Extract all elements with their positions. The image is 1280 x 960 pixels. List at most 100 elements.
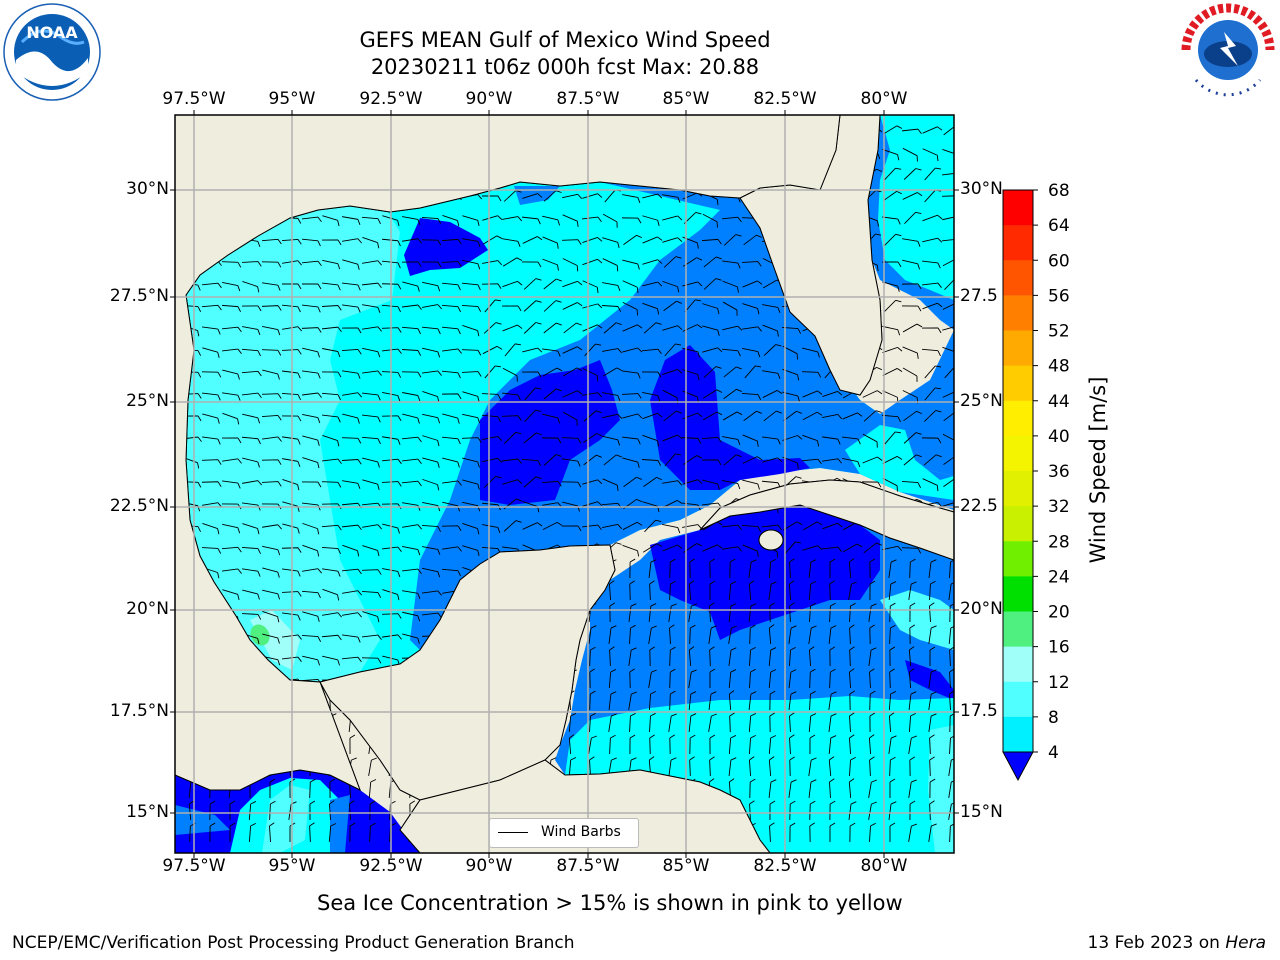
wind-barb <box>281 349 302 355</box>
wind-barb <box>709 734 716 755</box>
wind-barb <box>481 195 502 202</box>
wind-barb <box>882 368 903 376</box>
lon-label-bottom: 80°W <box>860 856 908 876</box>
wind-barb <box>382 568 401 578</box>
wind-barb <box>262 633 280 644</box>
wind-barb <box>542 236 559 249</box>
wind-barb <box>322 259 341 270</box>
land-mask <box>175 115 841 792</box>
wind-barb <box>629 580 635 601</box>
wind-barb <box>929 756 935 777</box>
wind-barb <box>829 580 835 601</box>
wind-barb <box>349 734 356 755</box>
wind-barb <box>582 303 603 309</box>
footer-branch: NCEP/EMC/Verification Post Processing Pr… <box>12 933 575 953</box>
western-gulf-zone <box>186 206 400 682</box>
lon-label-top: 82.5°W <box>753 89 817 109</box>
wind-barb <box>462 391 480 403</box>
wind-barb <box>762 524 782 530</box>
wind-barb <box>663 256 682 268</box>
wind-barb <box>281 392 302 400</box>
wind-barb <box>829 800 836 821</box>
wind-barb <box>689 558 695 579</box>
wind-barb <box>242 589 260 600</box>
colorbar-segment <box>1003 611 1033 648</box>
wind-barb <box>848 778 855 799</box>
wind-barb <box>722 546 742 552</box>
wind-barb <box>769 822 775 843</box>
wind-barb <box>369 822 376 843</box>
wind-barb <box>949 822 954 843</box>
wind-barb <box>688 669 697 688</box>
wind-barb <box>202 347 220 358</box>
wind-barb <box>222 458 242 464</box>
wind-barb <box>262 282 281 291</box>
wind-barb <box>728 757 737 776</box>
wind-barb <box>302 611 320 622</box>
wind-barb <box>922 214 943 222</box>
wind-barb <box>521 216 541 225</box>
wind-barb <box>869 712 876 733</box>
wind-barb <box>748 603 757 623</box>
wind-barb <box>342 392 362 398</box>
wind-barb <box>649 734 655 755</box>
wind-barb <box>543 300 562 312</box>
wind-barb <box>809 602 816 623</box>
wind-barb <box>703 366 722 378</box>
wind-barb <box>848 801 857 820</box>
wind-barb <box>902 323 923 333</box>
wind-barb <box>889 646 896 667</box>
wind-barb <box>709 646 715 667</box>
wind-barb <box>868 734 875 755</box>
wind-barb <box>281 283 302 290</box>
wind-barb <box>309 800 316 821</box>
wind-barb <box>949 712 954 733</box>
wind-barb <box>422 304 443 310</box>
wind-barb <box>261 415 282 421</box>
wind-barb <box>941 238 954 245</box>
wind-barb <box>524 409 542 423</box>
wind-barb <box>901 128 922 135</box>
wind-barb <box>682 412 703 420</box>
wind-barb <box>321 392 341 401</box>
wind-barb <box>242 326 261 336</box>
wind-barb <box>949 558 954 579</box>
wind-barb <box>788 691 797 710</box>
wind-barb <box>808 559 817 579</box>
lon-label-bottom: 82.5°W <box>753 856 817 876</box>
wind-barb <box>242 568 261 577</box>
wind-barb <box>543 322 562 334</box>
low-wind-core-1 <box>480 360 620 505</box>
wind-barb <box>928 559 937 578</box>
wind-barb <box>809 734 816 755</box>
wind-barb <box>909 558 916 579</box>
wind-barb <box>642 434 660 447</box>
wind-barb <box>568 713 577 733</box>
wind-barb <box>769 602 775 623</box>
wind-barb <box>502 324 523 332</box>
colorbar-segment <box>1003 435 1033 472</box>
wind-barb <box>924 387 941 401</box>
wind-barb <box>849 668 855 689</box>
wind-barb <box>648 669 657 688</box>
colorbar-tick-label: 48 <box>1048 357 1070 377</box>
wind-barb <box>929 734 935 755</box>
wind-barb <box>522 236 543 244</box>
wind-barb <box>329 778 336 799</box>
footer-machine: Hera <box>1225 933 1266 953</box>
wind-barb <box>889 602 896 623</box>
wind-barb <box>241 348 261 357</box>
wind-barb <box>382 589 400 601</box>
wind-barb <box>609 646 615 667</box>
colorbar-segment <box>1003 541 1033 577</box>
wind-barb <box>643 322 662 334</box>
wind-barb <box>682 369 700 381</box>
wind-barb <box>769 712 776 733</box>
wind-barb <box>262 545 281 556</box>
wind-barb <box>749 668 756 689</box>
wind-barb <box>262 611 280 623</box>
wind-barb <box>668 603 677 622</box>
wind-barb <box>829 602 836 623</box>
colorbar-segment <box>1003 330 1033 367</box>
wind-barb <box>502 238 521 247</box>
